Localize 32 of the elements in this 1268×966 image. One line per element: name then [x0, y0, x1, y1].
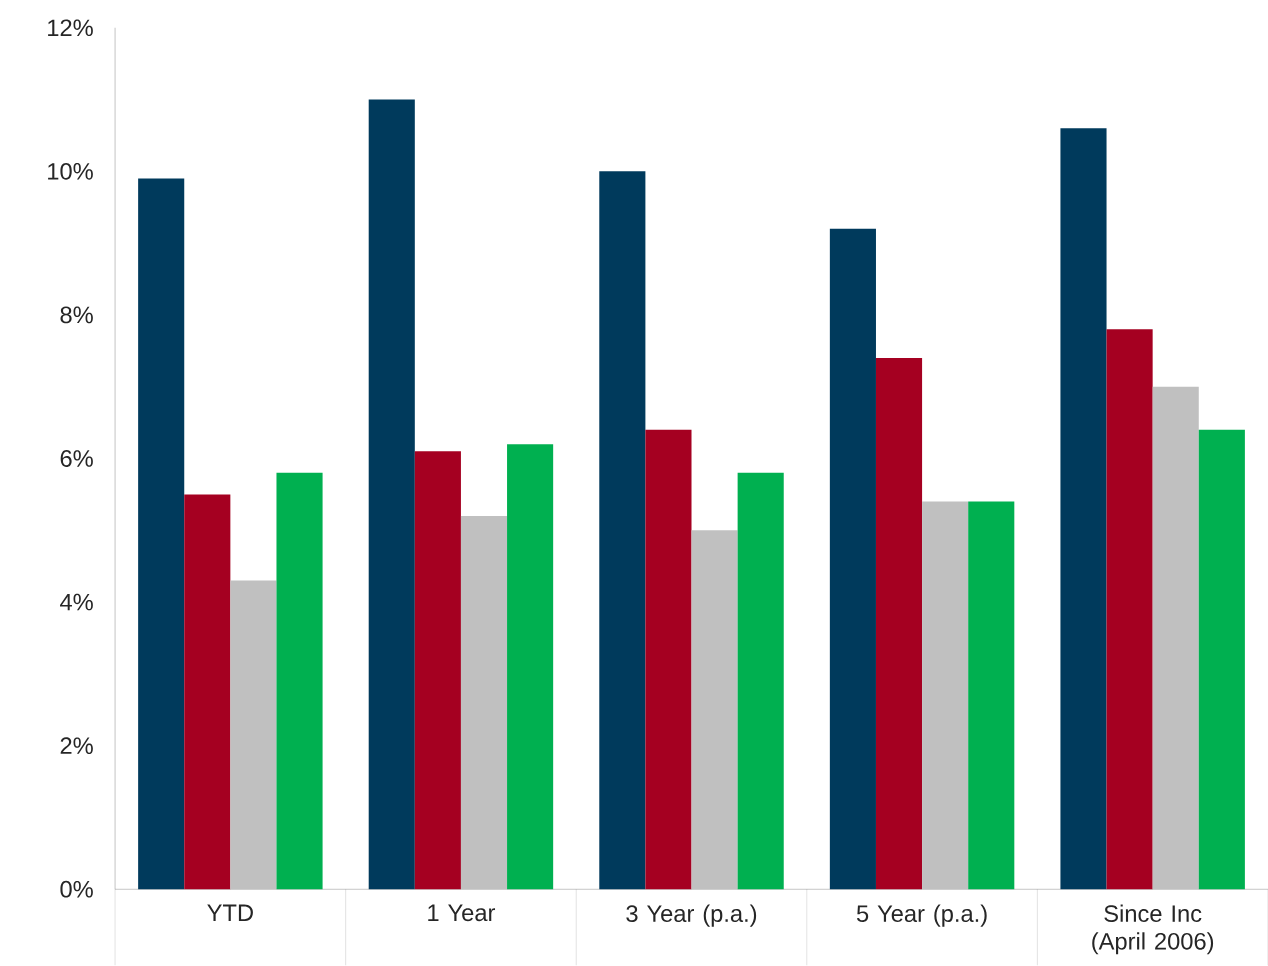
x-tick-label: 1 Year: [428, 904, 496, 922]
bar: [368, 99, 415, 890]
bar: [276, 473, 323, 890]
x-tick-label: YTD: [207, 904, 253, 922]
bar: [1152, 386, 1199, 890]
bar: [599, 171, 646, 890]
bar: [875, 358, 923, 890]
bar: [1106, 329, 1153, 890]
bar: [1198, 429, 1245, 890]
x-tick-label: Since Inc (April 2006): [1092, 904, 1214, 955]
y-tick-label: 6%: [60, 450, 93, 468]
x-tick-label: 3 Year (p.a.): [626, 904, 757, 927]
y-tick-label: 10%: [48, 163, 93, 180]
y-tick-label: 12%: [48, 19, 93, 37]
bar: [1060, 128, 1107, 890]
bar: [460, 516, 508, 890]
y-tick-label: 4%: [60, 593, 93, 611]
bar: [507, 444, 554, 890]
y-tick-label: 8%: [60, 306, 93, 324]
bar: [138, 178, 185, 890]
bar: [230, 580, 277, 890]
bar: [922, 501, 969, 890]
x-tick-label: 5 Year (p.a.): [856, 904, 987, 927]
bar: [691, 530, 738, 890]
bar: [184, 494, 231, 890]
y-tick-label: 0%: [60, 881, 93, 898]
bar: [737, 473, 784, 890]
bar: [829, 228, 876, 890]
bar: [414, 451, 461, 890]
y-tick-label: 2%: [60, 737, 93, 755]
bar: [968, 501, 1015, 890]
bar: [645, 429, 692, 890]
